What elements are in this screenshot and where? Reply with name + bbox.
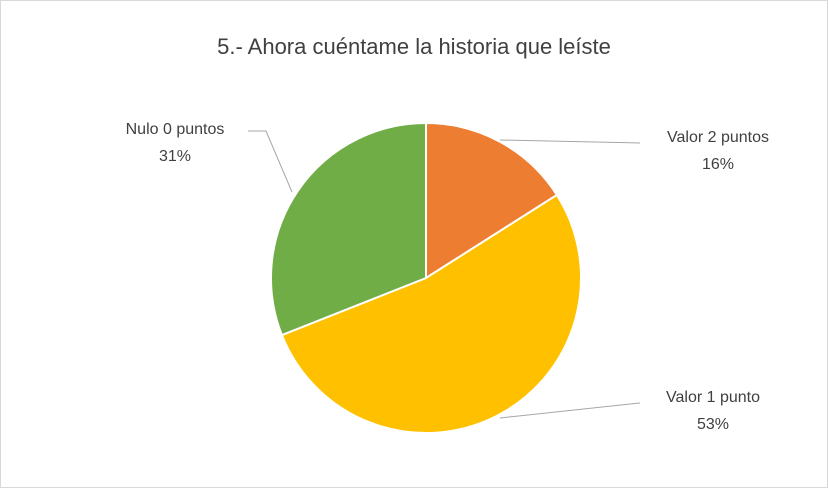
slice-value-label: 16% [702, 156, 734, 173]
slice-label: Nulo 0 puntos [126, 121, 225, 138]
leader-line [499, 139, 641, 144]
slice-value-label: 53% [697, 416, 729, 433]
slice-label: Valor 2 puntos [667, 129, 769, 146]
pie-slice [280, 193, 582, 434]
leader-line [499, 402, 641, 419]
chart-title: 5.- Ahora cuéntame la historia que leíst… [217, 34, 611, 59]
leader-line [248, 130, 293, 193]
slice-value-label: 31% [159, 148, 191, 165]
pie-slice [270, 121, 427, 337]
pie-slice [425, 121, 559, 280]
slice-label: Valor 1 punto [666, 389, 760, 406]
